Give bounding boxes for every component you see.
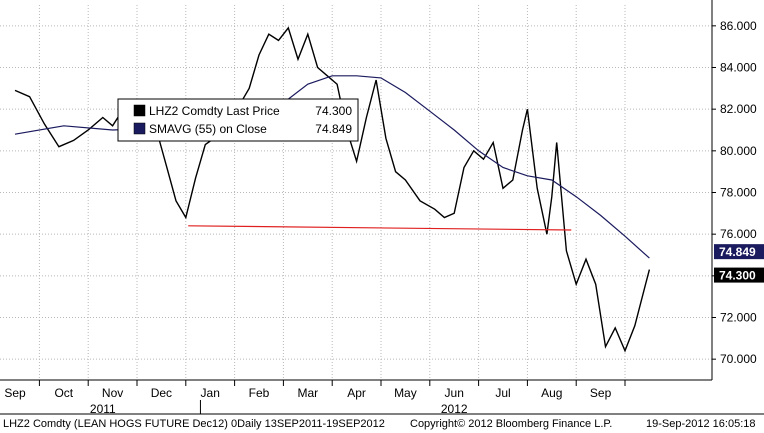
footer: LHZ2 Comdty (LEAN HOGS FUTURE Dec12) 0Da… bbox=[0, 413, 764, 430]
current-price-tag-label: 74.849 bbox=[719, 245, 756, 259]
x-month-label: Jul bbox=[495, 386, 510, 400]
x-month-label: Nov bbox=[102, 386, 123, 400]
trendline bbox=[188, 225, 572, 231]
x-month-label: Jan bbox=[201, 386, 220, 400]
y-tick-label: 78.000 bbox=[720, 186, 757, 200]
x-month-label: Sep bbox=[590, 386, 612, 400]
x-month-label: Jun bbox=[445, 386, 464, 400]
current-price-tag bbox=[714, 244, 764, 260]
y-tick-label: 82.000 bbox=[720, 102, 757, 116]
x-year-label: 2011 bbox=[90, 402, 116, 416]
y-tick-label: 72.000 bbox=[720, 311, 757, 325]
y-tick-label: 86.000 bbox=[720, 19, 757, 33]
x-month-label: Dec bbox=[151, 386, 172, 400]
y-tick-label: 84.000 bbox=[720, 61, 757, 75]
legend-swatch bbox=[133, 104, 146, 117]
x-month-label: Feb bbox=[249, 386, 270, 400]
x-month-label: Mar bbox=[297, 386, 318, 400]
footer-center-text: Copyright© 2012 Bloomberg Finance L.P. bbox=[410, 418, 612, 430]
price-tags: 74.849 74.300 bbox=[714, 244, 764, 283]
legend-series-value: 74.849 bbox=[315, 122, 352, 136]
legend-series-value: 74.300 bbox=[315, 104, 352, 118]
x-month-label: May bbox=[394, 386, 417, 400]
legend-series-name: LHZ2 Comdty Last Price bbox=[149, 104, 280, 118]
current-price-tag bbox=[714, 267, 764, 283]
x-year-label: 2012 bbox=[441, 402, 468, 416]
grid-layer bbox=[0, 5, 712, 380]
axis-layer: 70.00072.00074.00076.00078.00080.00082.0… bbox=[0, 0, 757, 416]
y-tick-label: 80.000 bbox=[720, 144, 757, 158]
legend-series-name: SMAVG (55) on Close bbox=[149, 122, 267, 136]
y-tick-label: 76.000 bbox=[720, 227, 757, 241]
legend-box bbox=[117, 98, 359, 142]
footer-left-text: LHZ2 Comdty (LEAN HOGS FUTURE Dec12) 0Da… bbox=[3, 418, 385, 430]
y-tick-label: 70.000 bbox=[720, 352, 757, 366]
current-price-tag-label: 74.300 bbox=[719, 269, 756, 283]
x-month-label: Oct bbox=[54, 386, 73, 400]
x-month-label: Aug bbox=[541, 386, 562, 400]
legend-swatch bbox=[133, 122, 146, 135]
legend: LHZ2 Comdty Last Price 74.300 SMAVG (55) o… bbox=[117, 98, 359, 142]
x-month-label: Sep bbox=[4, 386, 26, 400]
footer-right-text: 19-Sep-2012 16:05:18 bbox=[646, 418, 755, 430]
x-month-label: Apr bbox=[347, 386, 366, 400]
